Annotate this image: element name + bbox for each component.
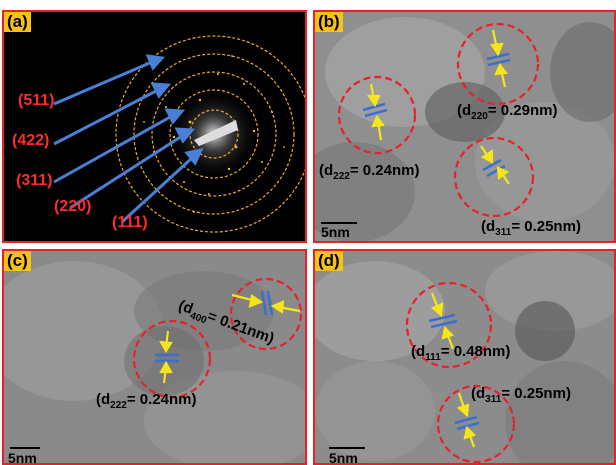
d-spacing-222-c: (d222= 0.24nm) (96, 391, 197, 411)
fringe-markers (362, 52, 511, 178)
panel-a: (a) (511) (422) (311) (220) (111) (2, 10, 307, 243)
panel-b: (b) (d220= 0.29nm) (d222= 0.24nm) (d311=… (313, 10, 616, 243)
hkl-111: (111) (112, 214, 148, 231)
ring-111 (189, 109, 239, 159)
scale-label-c: 5nm (8, 450, 37, 465)
d-spacing-111: (d111= 0.48nm) (411, 343, 511, 363)
panel-a-label: (a) (4, 12, 31, 32)
hrtem-image-c (4, 251, 305, 463)
ring-422 (133, 53, 295, 215)
scale-bar-b (321, 222, 357, 224)
diffraction-spots (143, 55, 285, 213)
hrtem-image-b (315, 12, 614, 241)
ring-311 (151, 71, 277, 197)
panel-c-label: (c) (4, 251, 31, 271)
yellow-arrows-d (430, 292, 477, 448)
particle-circle-111 (405, 281, 493, 369)
hkl-311: (311) (16, 172, 53, 189)
d-spacing-222: (d222= 0.24nm) (319, 162, 420, 182)
panel-b-label: (b) (315, 12, 343, 32)
scale-bar-d (329, 447, 365, 449)
beam-stopper (194, 120, 238, 146)
panel-d: (d) (d111= 0.48nm) (d311= 0.25nm) 5nm (313, 249, 616, 465)
scale-label-d: 5nm (329, 450, 358, 465)
saed-pattern (53, 35, 305, 233)
panel-c: (c) (d400= 0.21nm) (d222= 0.24nm) 5nm (2, 249, 307, 465)
ring-arrows (53, 54, 204, 224)
fringe-markers-d (428, 313, 480, 431)
d-spacing-311: (d311= 0.25nm) (481, 218, 581, 238)
fringe-markers-c (155, 290, 274, 363)
yellow-arrows (366, 29, 510, 185)
hkl-422: (422) (12, 132, 50, 149)
panel-d-label: (d) (315, 251, 343, 271)
scale-label-b: 5nm (321, 224, 350, 240)
d-spacing-220: (d220= 0.29nm) (457, 102, 558, 122)
hkl-511: (511) (18, 92, 55, 109)
particle-circle-222-c (132, 319, 212, 399)
particle-circle-311-d (436, 384, 516, 463)
ring-511 (115, 35, 305, 233)
particle-circle-400 (229, 277, 303, 351)
particle-circle-220 (456, 22, 540, 106)
particle-circle-311 (453, 136, 535, 218)
particle-circle-222 (337, 75, 417, 155)
hrtem-image-d (315, 251, 614, 463)
d-spacing-311-d: (d311= 0.25nm) (471, 385, 571, 405)
ring-220 (169, 89, 259, 179)
scale-bar-c (10, 447, 40, 449)
yellow-arrows-c (159, 293, 301, 384)
hkl-220: (220) (54, 198, 92, 215)
